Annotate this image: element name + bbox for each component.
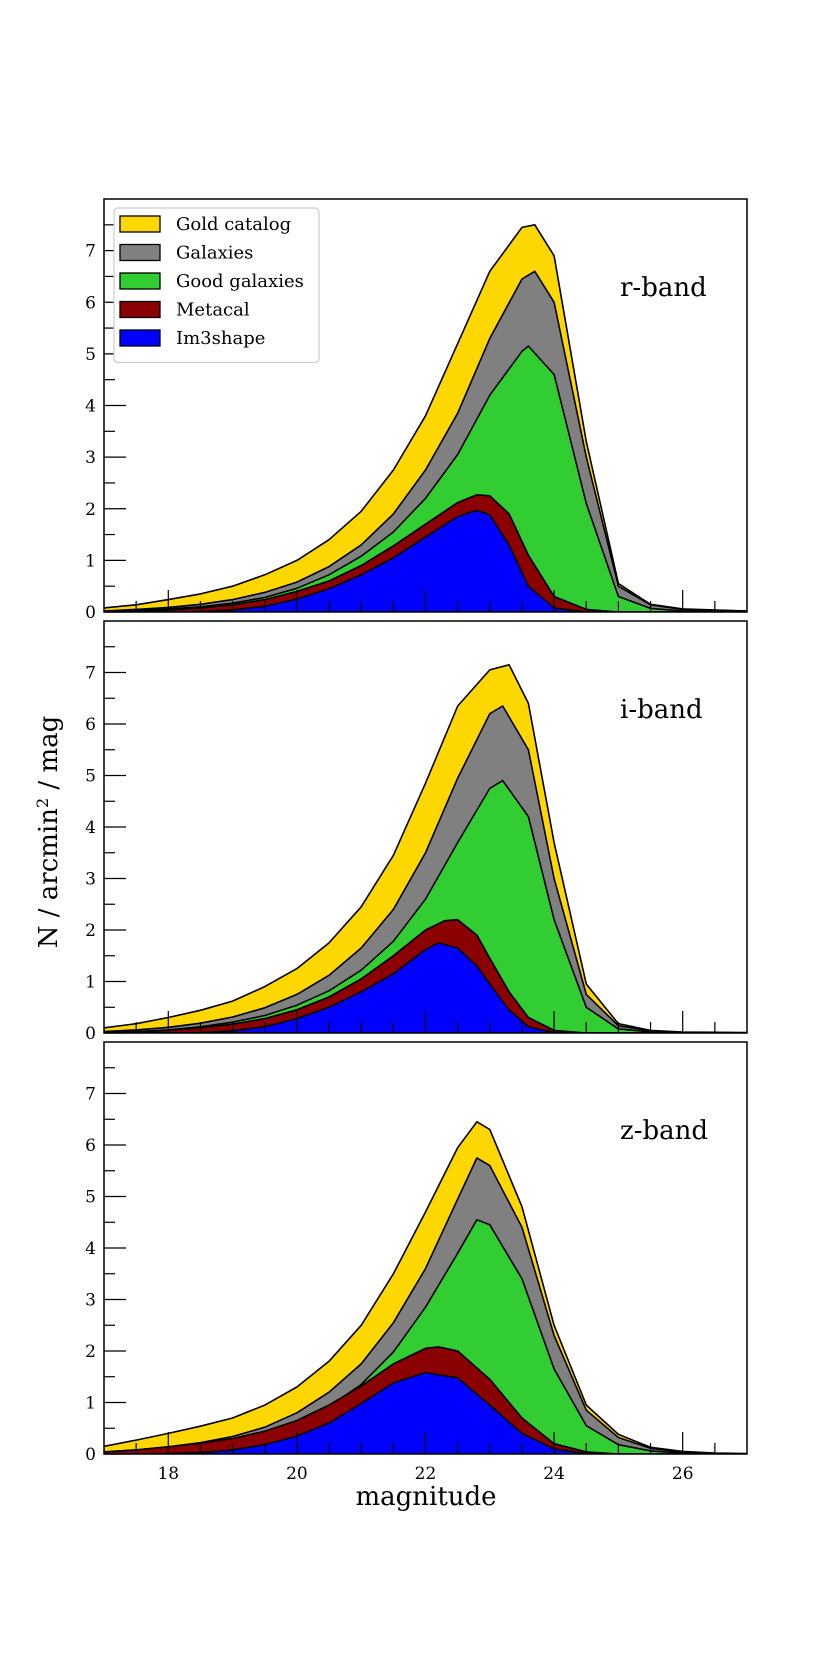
y-tick-label: 5 [85,1188,96,1208]
band-label-z-band: z-band [620,1116,708,1146]
y-tick-label: 7 [85,664,96,684]
legend-swatch [119,215,161,233]
y-tick-label: 1 [85,1394,96,1414]
y-tick-label: 4 [85,397,96,417]
y-tick-label: 4 [85,818,96,838]
legend: Gold catalog Galaxies Good galaxies Metacal… [113,207,320,364]
y-tick-label: 0 [85,1024,96,1044]
y-tick-label: 1 [85,973,96,993]
y-tick-label: 0 [85,603,96,623]
y-tick-label: 5 [85,767,96,787]
legend-item-gold-catalog: Gold catalog [119,214,291,235]
panels-group: 0 1 2 3 4 5 6 7 r-band 0 1 2 3 4 5 6 7 i-band 0 1 2 3 4 5 6 7 18 20… [85,198,748,1484]
area-galaxies-i-band [104,705,747,1033]
x-tick-label: 18 [157,1464,179,1484]
legend-swatch [119,300,161,319]
y-tick-label: 3 [85,448,96,468]
legend-label: Im3shape [176,328,265,349]
y-tick-label: 2 [85,500,96,520]
y-tick-label: 0 [85,1445,96,1465]
panel-i-band: 0 1 2 3 4 5 6 7 i-band [85,620,748,1044]
legend-item-good-galaxies: Good galaxies [119,271,304,292]
x-tick-label: 24 [543,1464,565,1484]
y-tick-label: 5 [85,345,96,365]
legend-label: Metacal [176,300,250,321]
y-tick-label: 3 [85,1291,96,1311]
y-axis-label-sup: 2 [33,798,52,808]
band-label-i-band: i-band [620,695,703,725]
legend-swatch [119,329,161,347]
y-tick-label: 7 [85,242,96,262]
band-label-r-band: r-band [620,273,707,303]
area-good-galaxies-i-band [104,779,747,1033]
y-tick-label: 2 [85,921,96,941]
legend-swatch [119,272,161,290]
legend-item-im3shape: Im3shape [119,328,265,349]
y-tick-label: 1 [85,551,96,571]
legend-item-metacal: Metacal [119,300,250,321]
x-tick-label: 20 [286,1464,308,1484]
legend-item-galaxies: Galaxies [119,243,253,264]
y-tick-label: 7 [85,1085,96,1105]
y-tick-label: 6 [85,1136,96,1156]
x-tick-label: 22 [415,1464,437,1484]
legend-label: Galaxies [176,243,253,264]
y-tick-label: 6 [85,715,96,735]
y-axis-label-prefix: N / arcmin [34,808,64,949]
area-im3shape-i-band [104,942,747,1033]
x-axis-label: magnitude [355,1482,496,1512]
legend-label: Good galaxies [176,271,304,292]
area-im3shape-r-band [104,509,747,612]
y-tick-label: 6 [85,293,96,313]
y-axis-label: N / arcmin2 / mag [33,716,65,949]
panel-z-band: 0 1 2 3 4 5 6 7 18 20 22 24 26 z-band [85,1041,748,1484]
legend-label: Gold catalog [176,214,291,235]
panel-r-band: 0 1 2 3 4 5 6 7 r-band [85,198,748,623]
y-tick-label: 3 [85,870,96,890]
y-tick-label: 4 [85,1239,96,1259]
y-tick-label: 2 [85,1342,96,1362]
y-axis-label-suffix: / mag [34,716,64,798]
legend-frame [113,207,320,364]
legend-swatch [119,243,161,262]
area-good-galaxies-r-band [104,345,747,612]
x-tick-label: 26 [672,1464,694,1484]
